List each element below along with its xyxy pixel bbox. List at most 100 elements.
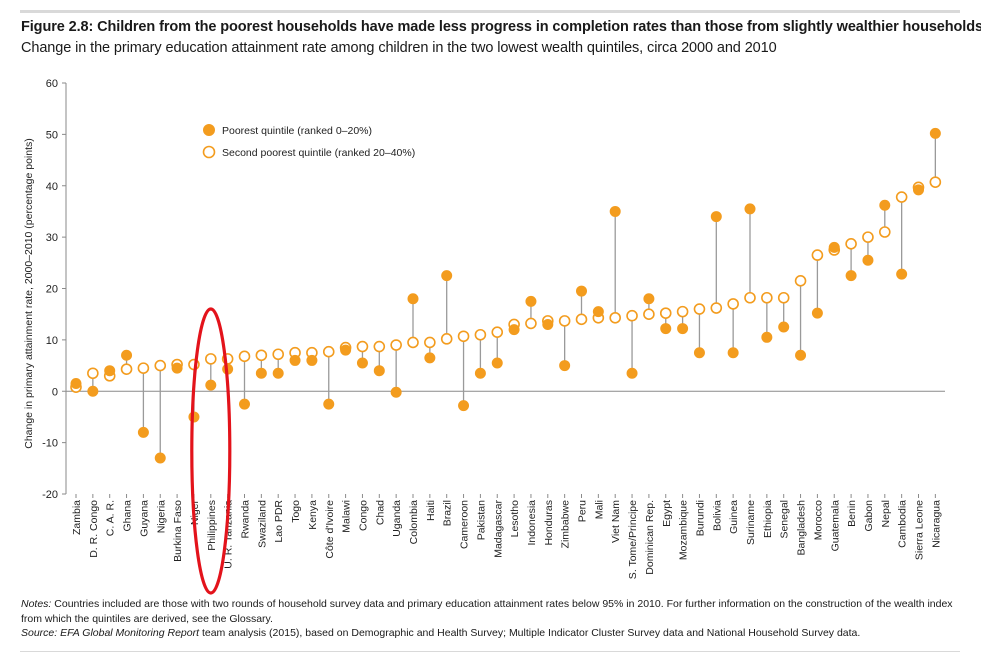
notes-line-1: Notes: Countries included are those with…: [21, 597, 966, 612]
x-tick-label: Ghana: [122, 500, 134, 532]
point-poorest: [424, 352, 436, 364]
point-poorest: [205, 379, 217, 391]
point-second-poorest: [457, 330, 470, 343]
point-poorest: [137, 426, 149, 438]
y-tick-label: 0: [52, 386, 58, 398]
point-second-poorest: [777, 291, 790, 304]
x-tick-label: Guatemala: [829, 500, 841, 552]
highlight-ellipse: [190, 307, 232, 595]
figure-notes: Notes: Countries included are those with…: [21, 597, 966, 641]
x-tick-label: Bolivia: [711, 500, 723, 531]
point-second-poorest: [491, 326, 504, 338]
point-poorest: [525, 295, 537, 307]
dumbbell-chart: -20 -10 0 10 20 30 40 50 60 Change in primary att…: [23, 78, 945, 595]
x-tick-label: Haiti: [425, 500, 437, 521]
source-label: Source:: [21, 627, 58, 639]
point-second-poorest: [474, 328, 487, 341]
point-poorest: [171, 362, 183, 374]
x-tick-label: Nicaragua: [930, 500, 942, 548]
legend-marker-second-poorest: [202, 145, 216, 159]
point-poorest: [373, 365, 385, 377]
point-poorest: [913, 184, 924, 196]
bottom-rule: [20, 651, 960, 652]
point-second-poorest: [322, 345, 335, 358]
point-poorest: [609, 205, 621, 217]
x-tick-label: Uganda: [391, 500, 403, 537]
point-second-poorest: [272, 348, 285, 361]
x-tick-label: Cameroon: [459, 500, 471, 549]
point-second-poorest: [626, 309, 638, 322]
x-tick-label: Ethiopia: [762, 500, 774, 538]
point-poorest: [693, 347, 705, 359]
x-tick-label: Burundi: [694, 500, 706, 536]
point-second-poorest: [676, 305, 689, 318]
point-poorest: [272, 367, 284, 379]
point-poorest: [559, 360, 571, 372]
y-tick-label: 10: [46, 335, 58, 347]
x-tick-label: Guyana: [138, 500, 150, 537]
x-tick-label: Philippines: [206, 500, 218, 551]
point-second-poorest: [154, 359, 167, 372]
point-second-poorest: [643, 308, 655, 320]
point-poorest: [458, 400, 470, 412]
point-poorest: [390, 386, 402, 398]
x-tick-label: Peru: [577, 500, 589, 522]
point-poorest: [727, 347, 739, 359]
point-poorest: [744, 203, 756, 215]
point-second-poorest: [761, 291, 773, 304]
point-second-poorest: [659, 307, 672, 319]
point-second-poorest: [710, 302, 723, 314]
point-poorest: [896, 268, 908, 280]
point-second-poorest: [525, 317, 537, 330]
point-second-poorest: [575, 313, 588, 326]
point-poorest: [660, 323, 672, 335]
point-poorest: [508, 324, 520, 336]
point-poorest: [929, 127, 941, 139]
point-second-poorest: [727, 298, 739, 310]
point-poorest: [795, 349, 807, 361]
point-poorest: [778, 321, 790, 333]
point-second-poorest: [794, 274, 807, 287]
notes-text-2: from which the quintiles are derived, se…: [21, 612, 273, 625]
notes-label: Notes:: [21, 598, 52, 610]
point-second-poorest: [558, 315, 571, 327]
x-tick-label: Honduras: [543, 500, 555, 546]
point-second-poorest: [878, 226, 891, 238]
x-tick-label: Lesotho: [509, 500, 521, 538]
point-second-poorest: [895, 191, 908, 203]
x-tick-label: Senegal: [779, 500, 791, 539]
point-poorest: [104, 365, 116, 377]
x-tick-label: Togo: [290, 500, 302, 523]
point-second-poorest: [120, 363, 133, 375]
point-second-poorest: [811, 249, 824, 261]
point-poorest: [643, 293, 655, 305]
figure-title: Figure 2.8: Children from the poorest ho…: [21, 19, 981, 35]
point-second-poorest: [845, 238, 857, 250]
point-poorest: [828, 241, 840, 253]
y-tick-label: -10: [42, 438, 58, 450]
x-tick-label: Viet Nam: [610, 500, 622, 543]
x-tick-label: Kenya: [307, 500, 319, 530]
point-poorest: [879, 199, 891, 211]
x-tick-label: Nigeria: [155, 500, 167, 533]
point-poorest: [862, 254, 874, 266]
point-poorest: [70, 378, 82, 390]
point-poorest: [255, 367, 267, 379]
x-tick-label: Zimbabwe: [560, 500, 572, 549]
point-second-poorest: [390, 339, 402, 351]
x-tick-label: Dominican Rep.: [644, 500, 656, 575]
x-tick-label: Sierra Leone: [914, 500, 926, 560]
point-poorest: [761, 331, 773, 343]
x-tick-label: Malawi: [341, 500, 353, 533]
figure-subtitle: Change in the primary education attainme…: [21, 40, 777, 56]
x-tick-label: C. A. R.: [105, 500, 117, 536]
source-report-name: EFA Global Monitoring Report: [60, 627, 200, 639]
point-poorest: [289, 354, 301, 366]
x-tick-label: Indonesia: [526, 500, 538, 546]
point-poorest: [626, 367, 638, 379]
point-poorest: [677, 323, 689, 335]
y-axis-title: Change in primary attainment rate, 2000–…: [23, 138, 35, 449]
x-tick-label: Cambodia: [897, 500, 909, 548]
x-tick-label: Chad: [374, 500, 386, 525]
point-second-poorest: [238, 350, 251, 363]
